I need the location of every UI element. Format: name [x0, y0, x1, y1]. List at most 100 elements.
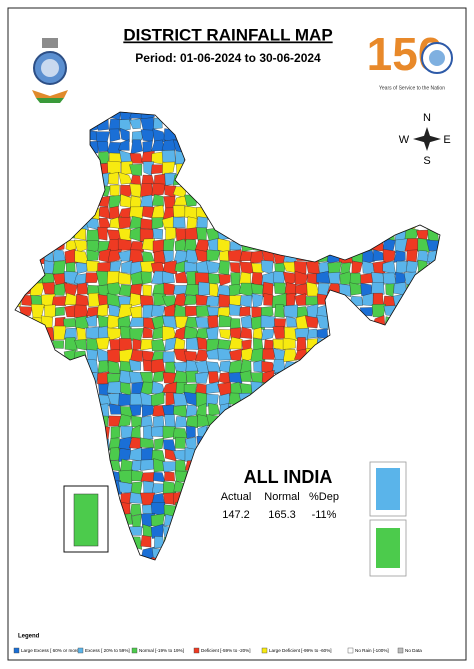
- district: [131, 481, 143, 495]
- district: [294, 261, 307, 275]
- district: [305, 296, 319, 306]
- district: [108, 172, 119, 185]
- district: [184, 305, 199, 317]
- district: [274, 304, 285, 318]
- district: [140, 415, 153, 427]
- district: [327, 272, 341, 285]
- district: [251, 293, 264, 309]
- district: [253, 359, 264, 373]
- district: [262, 348, 276, 360]
- district: [162, 480, 177, 495]
- district: [205, 381, 220, 394]
- district: [184, 227, 198, 241]
- district: [118, 139, 130, 151]
- district: [174, 416, 188, 428]
- district: [151, 381, 166, 396]
- district: [119, 127, 130, 142]
- district: [173, 405, 188, 418]
- district: [262, 281, 274, 298]
- district: [109, 184, 120, 197]
- district: [206, 361, 221, 373]
- district: [195, 317, 209, 328]
- legend-title: Legend: [18, 634, 40, 640]
- district: [251, 262, 264, 274]
- district: [140, 459, 154, 471]
- district: [239, 326, 253, 339]
- district: [282, 348, 298, 363]
- district: [95, 337, 110, 350]
- district: [152, 228, 163, 240]
- district: [63, 327, 77, 340]
- district: [162, 161, 176, 175]
- inset-andaman: [369, 461, 407, 577]
- district: [130, 175, 141, 186]
- district: [252, 327, 263, 340]
- district: [153, 415, 165, 429]
- district: [173, 293, 188, 307]
- district: [172, 205, 187, 218]
- district: [284, 282, 297, 296]
- district: [206, 249, 221, 262]
- district: [128, 359, 141, 371]
- district: [86, 349, 98, 361]
- district: [129, 328, 144, 341]
- district: [129, 118, 141, 130]
- district: [140, 183, 154, 197]
- legend-label: No Data: [405, 648, 422, 653]
- district: [109, 205, 120, 220]
- district: [107, 381, 123, 395]
- all-india-title: ALL INDIA: [244, 467, 333, 487]
- district: [118, 481, 133, 494]
- district: [228, 303, 243, 316]
- district: [230, 318, 241, 329]
- district: [54, 306, 65, 317]
- district: [151, 426, 167, 437]
- district: [165, 361, 176, 374]
- district: [183, 294, 199, 305]
- district: [230, 272, 241, 286]
- district: [86, 249, 100, 262]
- district: [140, 129, 155, 142]
- district: [52, 340, 64, 349]
- district: [140, 472, 155, 482]
- period: Period: 01-06-2024 to 30-06-2024: [135, 51, 321, 65]
- district: [316, 314, 329, 330]
- district: [173, 337, 186, 353]
- district: [165, 226, 177, 241]
- district: [175, 460, 187, 473]
- district: [184, 284, 199, 296]
- district: [175, 436, 186, 449]
- district: [129, 153, 144, 164]
- district: [206, 306, 221, 318]
- district: [74, 304, 89, 318]
- district: [131, 514, 142, 528]
- district: [118, 217, 131, 229]
- district: [153, 250, 166, 264]
- legend-label: Excess [ 20% to 59%]: [85, 648, 130, 653]
- district: [371, 282, 385, 297]
- district: [239, 383, 253, 395]
- district: [151, 194, 164, 207]
- district: [162, 315, 177, 331]
- district: [306, 260, 320, 275]
- district: [152, 370, 165, 383]
- district: [185, 425, 196, 439]
- legend-swatch: [131, 647, 138, 654]
- district: [64, 337, 78, 351]
- district: [129, 292, 144, 307]
- legend-label: Large Deficient [-99% to -60%]: [269, 648, 332, 653]
- district: [218, 260, 230, 276]
- district: [218, 274, 231, 286]
- logo-tagline: Years of Service to the Nation: [379, 85, 445, 91]
- district: [129, 317, 144, 327]
- legend-swatch: [261, 647, 268, 654]
- district: [73, 239, 88, 253]
- district: [227, 249, 242, 262]
- compass-w: W: [399, 134, 410, 146]
- compass-n: N: [423, 112, 431, 124]
- district: [75, 293, 89, 307]
- district: [229, 262, 241, 274]
- district: [140, 391, 154, 407]
- district: [351, 260, 363, 275]
- district: [130, 470, 143, 482]
